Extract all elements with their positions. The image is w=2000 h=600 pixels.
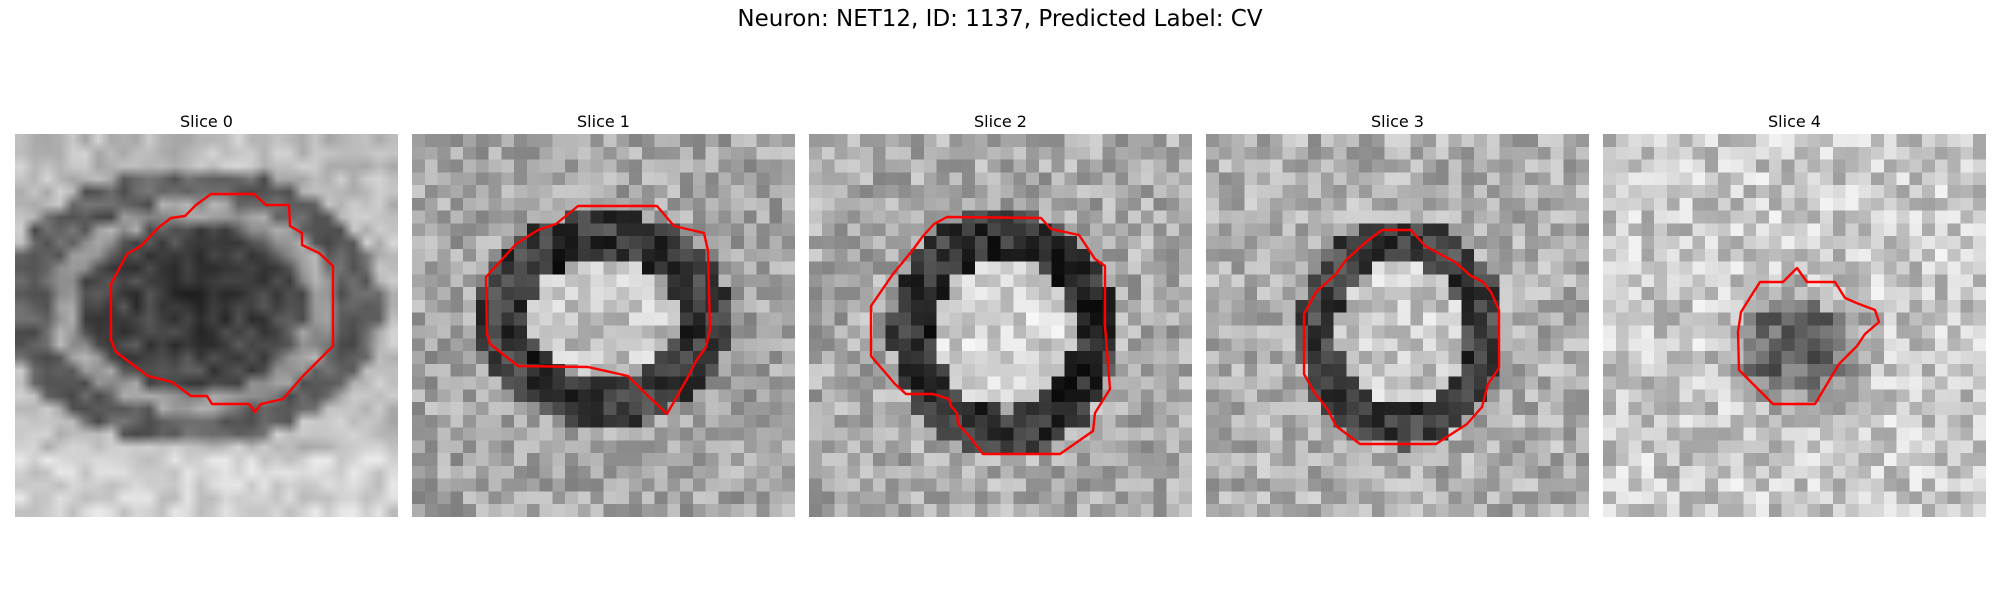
figure-title: Neuron: NET12, ID: 1137, Predicted Label…: [737, 6, 1263, 32]
slice-panel-1: Slice 1: [412, 112, 795, 517]
slice-image-3: [1206, 134, 1589, 517]
slice-panel-3: Slice 3: [1206, 112, 1589, 517]
slice-title-1: Slice 1: [577, 112, 630, 131]
grayscale-patch-1: [412, 134, 795, 517]
slice-title-4: Slice 4: [1768, 112, 1821, 131]
slice-panel-2: Slice 2: [809, 112, 1192, 517]
slice-title-0: Slice 0: [180, 112, 233, 131]
slice-panel-4: Slice 4: [1603, 112, 1986, 517]
segmentation-contour-1: [484, 204, 712, 416]
segmentation-contour-3: [1302, 228, 1501, 446]
grayscale-patch-4: [1603, 134, 1986, 517]
slice-image-0: [15, 134, 398, 517]
segmentation-contour-2: [869, 215, 1112, 456]
segmentation-contour-4: [1736, 266, 1881, 406]
slice-title-2: Slice 2: [974, 112, 1027, 131]
slice-image-1: [412, 134, 795, 517]
segmentation-contour-0: [109, 192, 335, 414]
slice-panel-0: Slice 0: [15, 112, 398, 517]
slice-title-3: Slice 3: [1371, 112, 1424, 131]
slice-image-4: [1603, 134, 1986, 517]
grayscale-patch-3: [1206, 134, 1589, 517]
slice-image-2: [809, 134, 1192, 517]
